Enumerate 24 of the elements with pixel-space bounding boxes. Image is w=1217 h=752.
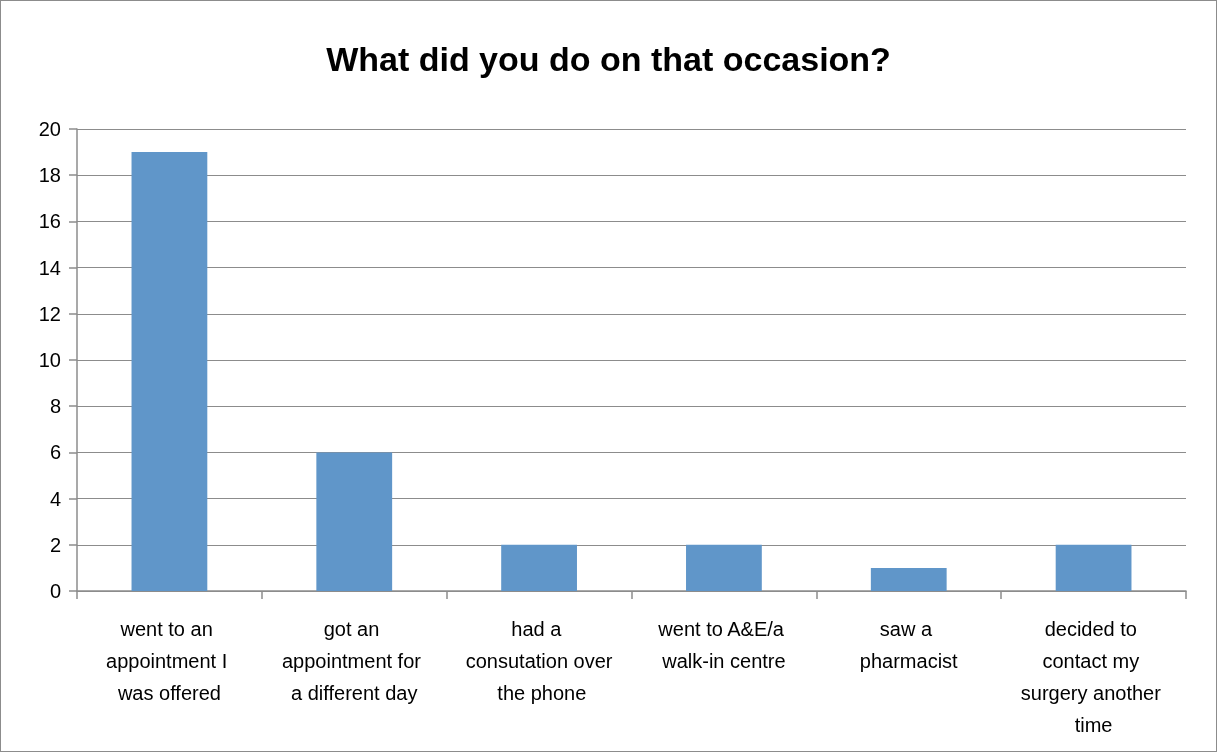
bar	[870, 567, 947, 591]
x-tick-label: decided to contact my surgery another time	[1020, 618, 1167, 736]
y-tick-label: 12	[38, 302, 61, 325]
bar	[1055, 544, 1132, 591]
y-tick-label: 10	[38, 349, 61, 371]
y-tick-label: 8	[49, 395, 61, 418]
y-tick-label: 20	[38, 118, 61, 140]
bar	[131, 152, 208, 591]
y-tick-label: 6	[49, 441, 61, 464]
y-tick-label: 4	[49, 487, 61, 510]
x-tick-label: went to A&E/a walk-in centre	[657, 618, 790, 672]
x-tick-label: went to an appointment I was offered	[106, 618, 233, 704]
y-tick-label: 18	[38, 164, 61, 187]
bar	[316, 452, 393, 591]
x-tick-label: saw a pharmacist	[859, 618, 959, 672]
y-tick-label: 2	[49, 533, 61, 556]
bar	[501, 544, 577, 591]
x-tick-label: had a consutation over the phone	[465, 618, 613, 704]
y-tick-label: 0	[49, 580, 61, 602]
y-tick-label: 16	[38, 210, 61, 233]
x-tick-label: got an appointment for a different day	[281, 618, 427, 704]
chart-title: What did you do on that occasion?	[326, 40, 891, 78]
y-tick-label: 14	[38, 256, 61, 279]
bar	[686, 544, 762, 591]
